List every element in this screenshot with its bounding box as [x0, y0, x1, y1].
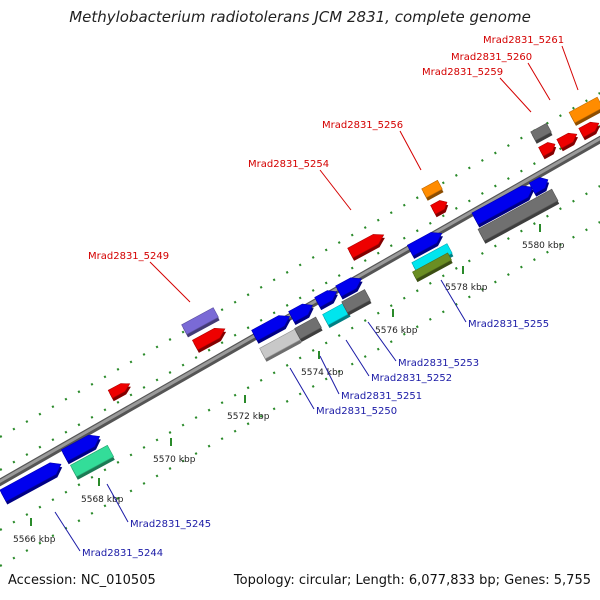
leader-line: [149, 261, 191, 303]
gene-label: Mrad2831_5249: [88, 251, 169, 262]
leader-line: [106, 483, 129, 523]
leader-line: [399, 130, 422, 171]
accession-text: Accession: NC_010505: [8, 573, 156, 588]
gene-arrow-olive: [412, 252, 452, 280]
gene-label: Mrad2831_5251: [341, 391, 422, 402]
gene-label: Mrad2831_5244: [82, 548, 163, 559]
leader-line: [527, 62, 551, 101]
gene-label: Mrad2831_5250: [316, 406, 397, 417]
gene-arrow-blue: [314, 290, 338, 308]
upper-track-inner: [0, 125, 600, 471]
scale-tick-label: 5574 kbp: [301, 368, 344, 378]
lower-track-outer: [0, 221, 600, 567]
leader-line: [54, 511, 81, 552]
leader-line: [289, 367, 315, 410]
gene-label: Mrad2831_5245: [130, 519, 211, 530]
topology-summary: Topology: circular; Length: 6,077,833 bp…: [233, 573, 591, 588]
gene-arrow-red: [556, 132, 578, 149]
gene-label: Mrad2831_5260: [451, 52, 532, 63]
gene-arrow-red: [538, 142, 556, 157]
gene-label: Mrad2831_5259: [422, 67, 503, 78]
gene-arrow-gray: [530, 122, 552, 142]
leader-line: [319, 355, 340, 395]
map-title: Methylobacterium radiotolerans JCM 2831,…: [69, 8, 531, 26]
gene-label: Mrad2831_5254: [248, 159, 329, 170]
gene-arrow-blue: [471, 185, 534, 225]
gene-arrow-blue: [0, 462, 62, 502]
gene-arrow-purple: [181, 307, 219, 335]
scale-tick-label: 5578 kbp: [445, 283, 488, 293]
scale-tick-label: 5572 kbp: [227, 412, 270, 422]
gene-arrow-blue: [288, 303, 313, 323]
gene-arrow-blue: [60, 434, 101, 462]
gene-arrow-blue: [335, 277, 362, 297]
scale-tick-label: 5568 kbp: [81, 495, 124, 505]
gene-arrow-orange: [568, 96, 600, 124]
gene-arrow-gray: [294, 316, 322, 340]
gene-arrow-blue: [251, 315, 291, 342]
gene-arrow-red: [347, 234, 385, 259]
gene-arrow-blue: [406, 232, 443, 257]
gene-arrow-orange: [421, 179, 443, 199]
gene-label: Mrad2831_5256: [322, 120, 403, 131]
gene-arrow-gray: [477, 188, 559, 242]
gene-arrow-mint: [69, 444, 115, 478]
gene-arrow-blue: [528, 177, 549, 195]
gene-arrow-gray: [341, 289, 371, 313]
scale-tick-label: 5570 kbp: [153, 455, 196, 465]
gene-arrow-red: [191, 327, 226, 351]
gene-arrow-red: [578, 121, 600, 138]
gene-label: Mrad2831_5252: [371, 373, 452, 384]
leader-line: [499, 77, 532, 113]
gene-label: Mrad2831_5261: [483, 35, 564, 46]
scale-tick-label: 5580 kbp: [522, 241, 565, 251]
gene-arrow-red: [107, 383, 131, 399]
upper-track-outer: [0, 92, 600, 438]
leader-line: [367, 321, 397, 362]
gene-label: Mrad2831_5253: [398, 358, 479, 369]
gene-label: Mrad2831_5255: [468, 319, 549, 330]
leader-line: [345, 339, 370, 377]
lower-track-inner: [0, 185, 600, 531]
scale-tick-label: 5566 kbp: [13, 535, 56, 545]
leader-line: [561, 45, 579, 91]
scale-tick-label: 5576 kbp: [375, 326, 418, 336]
gene-arrow-red: [430, 200, 448, 215]
leader-line: [440, 279, 467, 323]
leader-line: [319, 169, 352, 211]
